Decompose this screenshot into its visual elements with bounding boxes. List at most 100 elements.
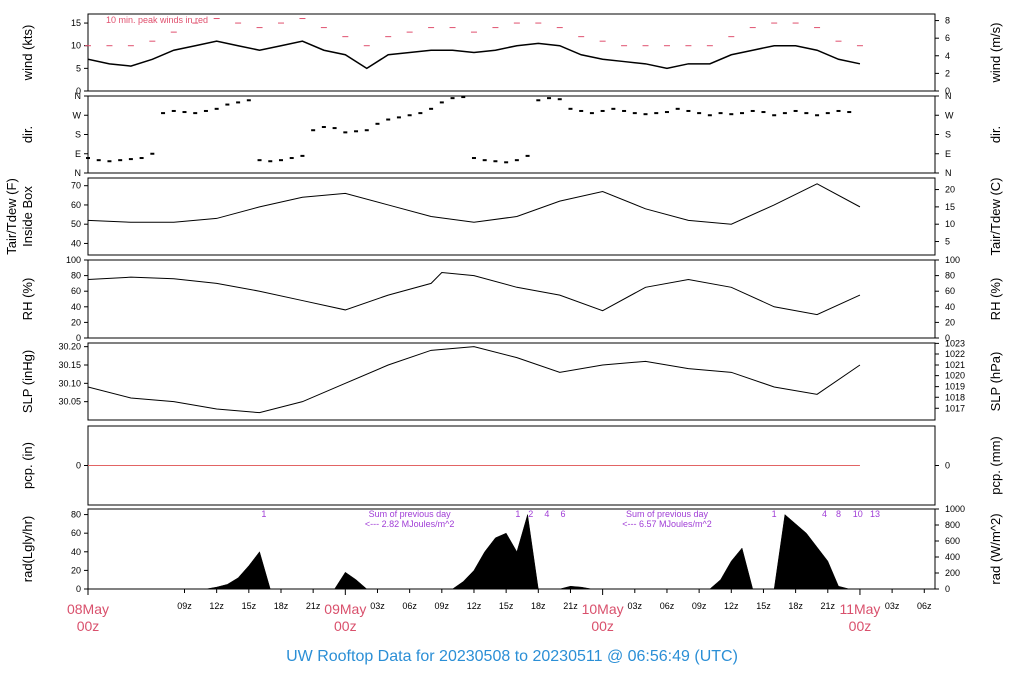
x-tick-label: 06z <box>917 601 932 611</box>
y-tick-right-label: 1022 <box>945 349 965 359</box>
dir-point <box>193 112 198 115</box>
panel-slp-frame <box>87 342 936 421</box>
y-tick-right-label: 0 <box>945 86 950 96</box>
dir-point <box>439 101 444 104</box>
rad-hour-mark: 1 <box>261 509 266 519</box>
y-tick-left-label: N <box>75 168 82 178</box>
y-tick-right-label: 40 <box>945 302 955 312</box>
y-tick-left-label: 70 <box>71 181 81 191</box>
y-tick-right-label: 10 <box>945 219 955 229</box>
dir-point <box>557 98 562 101</box>
dir-point <box>482 159 487 162</box>
x-tick-label: 12z <box>467 601 482 611</box>
y-tick-right-label: 15 <box>945 202 955 212</box>
dir-point <box>161 112 166 115</box>
dir-point <box>568 107 573 110</box>
dir-point <box>622 109 627 112</box>
y-tick-left-label: W <box>73 110 82 120</box>
panel-rh-line <box>88 271 861 316</box>
rad-hour-mark: 13 <box>870 509 880 519</box>
dir-point <box>429 107 434 110</box>
dir-point <box>740 112 745 115</box>
dir-point <box>761 111 766 114</box>
dir-point <box>579 109 584 112</box>
panel-rad-right-label: rad (W/m^2) <box>988 513 1003 584</box>
y-tick-right-label: 1023 <box>945 338 965 348</box>
rad-area <box>88 514 850 589</box>
y-tick-right-label: 1018 <box>945 392 965 402</box>
dir-point <box>278 159 283 162</box>
y-tick-right-label: 5 <box>945 237 950 247</box>
date-tick-label: 11May <box>839 601 880 617</box>
rad-hour-mark: 6 <box>560 509 565 519</box>
dir-point <box>171 109 176 112</box>
x-tick-label: 03z <box>628 601 643 611</box>
y-tick-right-label: 8 <box>945 16 950 26</box>
panel-dir-frame <box>87 95 936 174</box>
y-tick-right-label: W <box>945 110 954 120</box>
dir-point <box>729 113 734 116</box>
wind-mean-line <box>88 40 861 70</box>
y-tick-left-label: 80 <box>71 510 81 520</box>
x-tick-label: 03z <box>885 601 900 611</box>
dir-point <box>493 160 498 163</box>
y-tick-left-label: 0 <box>76 584 81 594</box>
rad-hour-mark: 4 <box>822 509 827 519</box>
footer-start: 20230508 <box>439 648 511 665</box>
panel-temp-left-label-2: Inside Box <box>20 186 35 247</box>
panel-rh-left-label: RH (%) <box>20 278 35 321</box>
rad-annotation: Sum of previous day <box>626 509 709 519</box>
footer-tz: (UTC) <box>694 648 738 665</box>
y-tick-left-label: 40 <box>71 238 81 248</box>
y-tick-left-label: 40 <box>71 302 81 312</box>
y-tick-left-label: 30.15 <box>58 360 81 370</box>
dir-point <box>675 107 680 110</box>
dir-point <box>128 158 133 161</box>
dir-point <box>418 112 423 115</box>
y-tick-left-label: 5 <box>76 63 81 73</box>
panel-temp-left-label-1: Tair/Tdew (F) <box>4 178 19 255</box>
dir-point <box>236 101 241 104</box>
y-tick-right-label: 4 <box>945 51 950 61</box>
panel-pcp-left-label: pcp. (in) <box>20 442 35 489</box>
x-tick-label: 03z <box>370 601 385 611</box>
dir-point <box>632 112 637 115</box>
y-tick-left-label: E <box>75 149 81 159</box>
y-tick-right-label: N <box>945 91 952 101</box>
x-tick-label: 21z <box>563 601 578 611</box>
y-tick-left-label: 100 <box>66 255 81 265</box>
dir-point <box>96 159 101 162</box>
panel-wind-right-label: wind (m/s) <box>988 23 1003 84</box>
rad-hour-mark: 8 <box>836 509 841 519</box>
y-tick-right-label: E <box>945 149 951 159</box>
dir-point <box>203 109 208 112</box>
footer-at: @ 06:56:49 <box>606 648 690 665</box>
dir-point <box>782 112 787 115</box>
panel-rh-right-label: RH (%) <box>988 278 1003 321</box>
x-tick-label: 09z <box>692 601 707 611</box>
dir-point <box>536 99 541 102</box>
footer-end: 20230511 <box>532 648 603 665</box>
x-tick-label: 21z <box>306 601 321 611</box>
footer-to: to <box>514 648 529 665</box>
y-tick-left-label: 0 <box>76 461 81 471</box>
y-tick-left-label: 40 <box>71 547 81 557</box>
footer-prefix: UW Rooftop Data for <box>286 648 435 665</box>
dir-point <box>139 157 144 160</box>
y-tick-right-label: 1020 <box>945 371 965 381</box>
y-tick-left-label: 15 <box>71 18 81 28</box>
dir-point <box>375 122 380 125</box>
dir-point <box>697 112 702 115</box>
y-tick-left-label: 30.20 <box>58 342 81 352</box>
x-tick-label: 09z <box>435 601 450 611</box>
dir-point <box>118 159 123 162</box>
x-tick-label: 21z <box>821 601 836 611</box>
dir-point <box>611 107 616 110</box>
dir-point <box>246 99 251 102</box>
wind-annotation: 10 min. peak winds in red <box>106 15 208 25</box>
x-tick-label: 18z <box>531 601 546 611</box>
x-tick-label: 18z <box>788 601 803 611</box>
y-tick-left-label: 60 <box>71 286 81 296</box>
dir-point <box>793 109 798 112</box>
